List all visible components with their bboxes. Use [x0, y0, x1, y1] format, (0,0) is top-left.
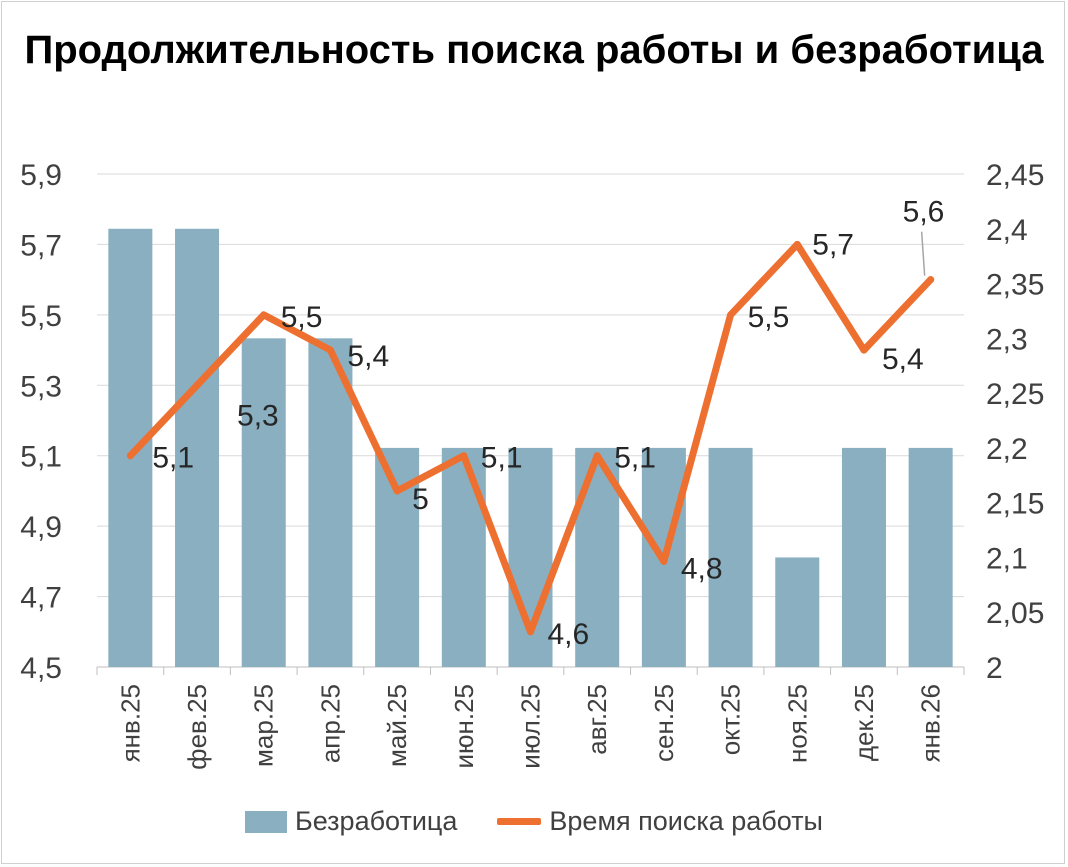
line-point	[793, 240, 801, 248]
data-label: 5,3	[237, 399, 279, 432]
data-label: 5,4	[882, 343, 924, 376]
legend-line-swatch	[497, 818, 542, 825]
line-point	[460, 452, 468, 460]
y-right-tick-label: 2,1	[986, 542, 1028, 575]
y-left-tick-label: 4,5	[20, 652, 62, 685]
data-label: 5,1	[614, 442, 656, 475]
legend-item-bar: Безработица	[245, 806, 457, 837]
line-point	[527, 628, 534, 636]
chart-title: Продолжительность поиска работы и безраб…	[24, 28, 1044, 72]
legend-item-line: Время поиска работы	[497, 806, 823, 837]
y-right-tick-label: 2	[986, 652, 1003, 685]
legend: Безработица Время поиска работы	[0, 806, 1068, 837]
x-category-label: янв.26	[916, 684, 946, 762]
y-right-tick-label: 2,25	[986, 378, 1044, 411]
line-point	[927, 276, 935, 284]
data-label: 5	[412, 483, 429, 516]
data-label: 5,1	[152, 442, 194, 475]
data-label: 5,4	[347, 340, 389, 373]
data-label: 4,8	[681, 552, 723, 585]
x-category-label: фев.25	[182, 684, 212, 770]
y-left-tick-label: 5,3	[20, 370, 62, 403]
legend-label-line: Время поиска работы	[549, 806, 823, 836]
y-left-tick-label: 5,5	[20, 300, 62, 333]
line-point	[727, 311, 735, 319]
x-category-label: июл.25	[516, 684, 546, 769]
x-category-label: авг.25	[582, 684, 612, 755]
data-label: 4,6	[548, 618, 590, 651]
x-category-label: май.25	[382, 684, 412, 767]
y-right-tick-label: 2,4	[986, 214, 1028, 247]
data-label: 5,7	[812, 228, 854, 261]
y-left-tick-label: 5,9	[20, 159, 62, 192]
x-category-label: янв.25	[115, 684, 145, 762]
data-label-leader	[920, 231, 926, 276]
y-left-tick-label: 5,1	[20, 441, 62, 474]
x-category-label: сен.25	[649, 684, 679, 762]
legend-label-bar: Безработица	[295, 806, 458, 836]
bar	[441, 447, 486, 667]
y-right-tick-label: 2,15	[986, 488, 1044, 521]
y-right-tick-label: 2,35	[986, 269, 1044, 302]
line-point	[393, 487, 401, 495]
y-right-tick-label: 2,3	[986, 323, 1028, 356]
x-category-label: дек.25	[849, 684, 879, 761]
x-category-label: июн.25	[449, 684, 479, 769]
line-point	[260, 311, 268, 319]
line-point	[660, 557, 668, 565]
data-label: 5,5	[748, 301, 790, 334]
line-point	[193, 381, 201, 389]
legend-bar-swatch	[245, 810, 288, 833]
x-category-label: мар.25	[249, 684, 279, 767]
bar	[241, 338, 286, 667]
data-label: 5,1	[481, 442, 523, 475]
bar	[908, 447, 953, 667]
y-left-tick-label: 5,7	[20, 229, 62, 262]
line-point	[126, 452, 134, 460]
x-category-label: ноя.25	[782, 684, 812, 763]
bar	[841, 447, 886, 667]
y-left-tick-label: 4,9	[20, 511, 62, 544]
line-point	[593, 452, 601, 460]
line-point	[326, 346, 334, 354]
x-category-label: окт.25	[716, 684, 746, 755]
bar	[108, 228, 153, 667]
y-right-tick-label: 2,45	[986, 159, 1044, 192]
bar	[308, 338, 353, 667]
y-right-tick-label: 2,05	[986, 597, 1044, 630]
data-label: 5,5	[281, 301, 323, 334]
y-left-tick-label: 4,7	[20, 582, 62, 615]
x-category-label: апр.25	[315, 684, 345, 763]
bar	[708, 447, 753, 667]
bar	[775, 557, 820, 667]
data-label: 5,6	[903, 196, 945, 229]
bar	[175, 228, 220, 667]
line-point	[860, 346, 868, 354]
y-right-tick-label: 2,2	[986, 433, 1028, 466]
